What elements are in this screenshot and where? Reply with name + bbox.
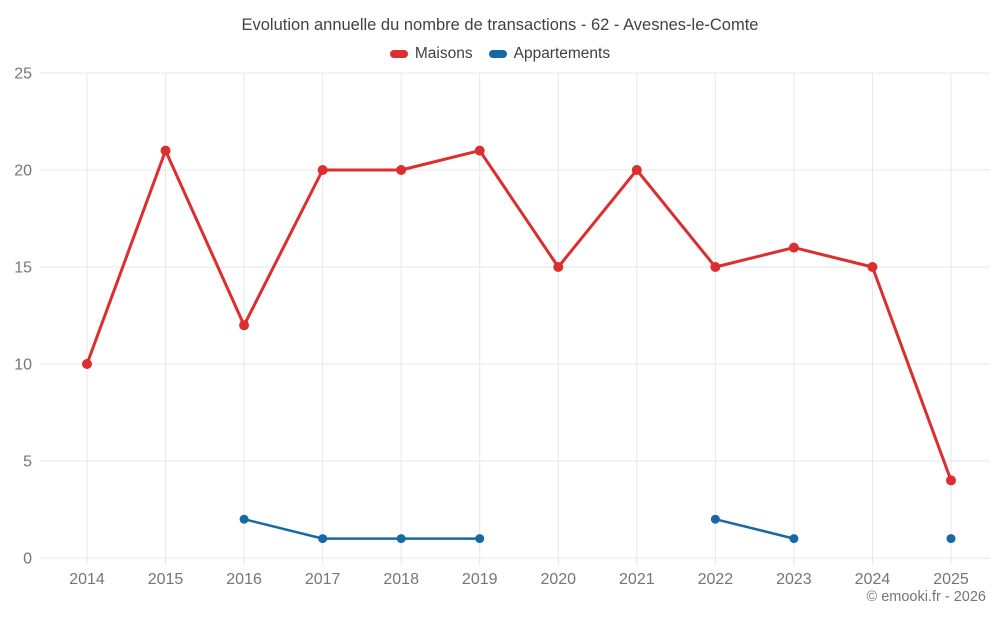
x-axis-tick-label: 2014 — [69, 571, 105, 588]
x-axis-tick-label: 2020 — [540, 571, 576, 588]
x-axis-tick-label: 2017 — [305, 571, 341, 588]
data-point[interactable] — [474, 145, 485, 156]
copyright-text: © emooki.fr - 2026 — [866, 589, 986, 605]
chart-legend: Maisons Appartements — [0, 45, 1000, 63]
series-appartements — [239, 514, 956, 544]
y-axis-tick-label: 15 — [14, 260, 32, 277]
data-point[interactable] — [239, 514, 249, 524]
x-axis-tick-label: 2025 — [933, 571, 969, 588]
y-axis-tick-label: 10 — [14, 357, 32, 374]
data-point[interactable] — [788, 242, 799, 253]
data-point[interactable] — [553, 262, 564, 272]
series-line — [242, 517, 481, 540]
data-point[interactable] — [867, 262, 878, 272]
data-point[interactable] — [475, 534, 485, 544]
data-point[interactable] — [710, 262, 721, 272]
series-line — [714, 517, 796, 540]
data-point[interactable] — [317, 165, 328, 175]
data-point[interactable] — [396, 165, 407, 175]
x-axis-tick-label: 2023 — [776, 571, 812, 588]
x-axis-tick-label: 2021 — [619, 571, 655, 588]
series-line — [85, 149, 953, 482]
data-point[interactable] — [631, 165, 642, 175]
data-point[interactable] — [239, 320, 250, 331]
x-axis-tick-label: 2018 — [383, 571, 419, 588]
chart-title: Evolution annuelle du nombre de transact… — [241, 16, 759, 34]
data-point[interactable] — [710, 514, 720, 524]
legend-item-maisons[interactable]: Maisons — [389, 45, 473, 63]
x-axis-tick-label: 2022 — [698, 571, 734, 588]
appartements-series-marker-icon — [488, 50, 507, 58]
grid-lines — [40, 72, 990, 565]
data-point[interactable] — [946, 534, 956, 544]
data-point[interactable] — [396, 534, 406, 544]
x-axis-tick-label: 2019 — [462, 571, 498, 588]
y-axis-labels: 0 5 10 15 20 25 — [14, 66, 32, 568]
maisons-series-marker-icon — [389, 50, 408, 58]
legend-item-appartements[interactable]: Appartements — [488, 45, 611, 63]
x-axis-tick-label: 2024 — [855, 571, 891, 588]
y-axis-tick-label: 20 — [14, 163, 32, 180]
x-axis-tick-label: 2015 — [148, 571, 184, 588]
data-point[interactable] — [160, 145, 171, 156]
x-axis-tick-label: 2016 — [226, 571, 262, 588]
series-maisons — [82, 145, 956, 486]
data-point[interactable] — [946, 475, 956, 486]
y-axis-tick-label: 25 — [14, 66, 32, 83]
data-point[interactable] — [318, 534, 328, 544]
y-axis-tick-label: 0 — [23, 551, 32, 568]
data-point[interactable] — [82, 359, 92, 369]
x-axis-labels: 2014 2015 2016 2017 2018 2019 2020 2021 2022 2023… — [69, 571, 969, 588]
y-axis-tick-label: 5 — [23, 454, 32, 471]
legend-label-maisons: Maisons — [414, 45, 473, 62]
legend-label-appartements: Appartements — [513, 45, 611, 62]
data-point[interactable] — [789, 534, 799, 544]
